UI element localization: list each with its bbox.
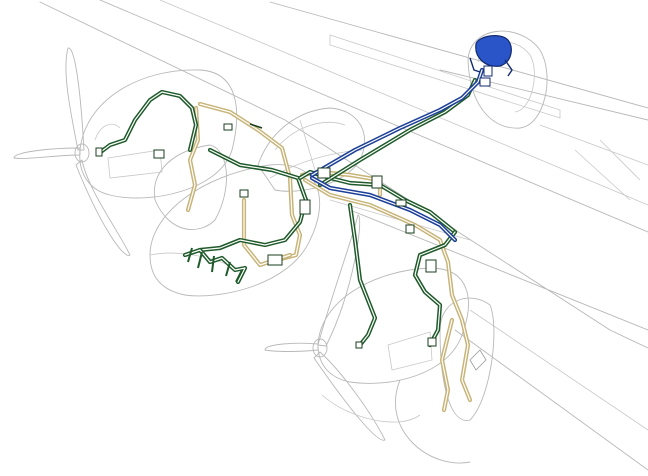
pump-icon xyxy=(425,259,437,273)
right-spinner-line xyxy=(321,394,421,423)
canopy-frame-2 xyxy=(299,119,319,181)
pump-icon xyxy=(405,224,415,234)
valve-icon xyxy=(239,189,249,198)
right-propeller-icon xyxy=(264,214,386,441)
valve-icon xyxy=(355,341,363,349)
components xyxy=(95,35,513,371)
lower-wing-arc xyxy=(395,379,471,464)
canopy-frame-1 xyxy=(274,122,346,151)
tan-line-cockpit-vertical xyxy=(241,197,293,268)
green-line-to-tail xyxy=(317,77,478,188)
fuselage-line-bundle xyxy=(187,247,243,283)
wing-lower-edge xyxy=(454,329,648,471)
tail-fin xyxy=(467,30,548,129)
right-nacelle-inlet xyxy=(387,331,433,371)
blue-lines xyxy=(309,67,485,243)
valve-icon xyxy=(153,149,165,159)
airframe-outline xyxy=(13,0,648,471)
left-nacelle xyxy=(79,69,238,199)
pump-icon xyxy=(267,254,283,266)
valve-icon xyxy=(427,337,437,347)
nose-cone-icon xyxy=(469,349,487,371)
right-nacelle xyxy=(317,267,469,384)
left-nacelle-spinner-ring xyxy=(94,123,121,141)
left-nacelle-inlet xyxy=(107,149,163,179)
wing-tip-rib-2 xyxy=(574,149,631,201)
tank-icon xyxy=(469,35,513,87)
canopy xyxy=(257,107,365,192)
pump-icon xyxy=(95,147,103,157)
blue-line-to-tail-tank xyxy=(309,67,485,178)
wing-tip-rib-1 xyxy=(599,139,641,181)
tailplane xyxy=(439,69,648,121)
wing-flap-line-2 xyxy=(539,124,648,166)
green-line-right-engine xyxy=(347,202,378,348)
inner-wing-lower xyxy=(349,209,648,331)
left-nacelle-rear xyxy=(153,144,227,230)
valve-icon xyxy=(223,123,233,131)
valve-icon xyxy=(249,123,263,129)
valve-icon xyxy=(317,167,331,179)
wing-panel-line xyxy=(159,0,648,206)
left-propeller-icon xyxy=(13,47,131,256)
valve-icon xyxy=(395,199,407,207)
wing-trailing-edge xyxy=(99,0,648,233)
tan-lines xyxy=(185,101,473,413)
valve-icon xyxy=(299,199,311,215)
valve-icon xyxy=(371,175,383,189)
wing-root-edge xyxy=(269,1,648,109)
wing-lower-edge-2 xyxy=(469,309,648,431)
